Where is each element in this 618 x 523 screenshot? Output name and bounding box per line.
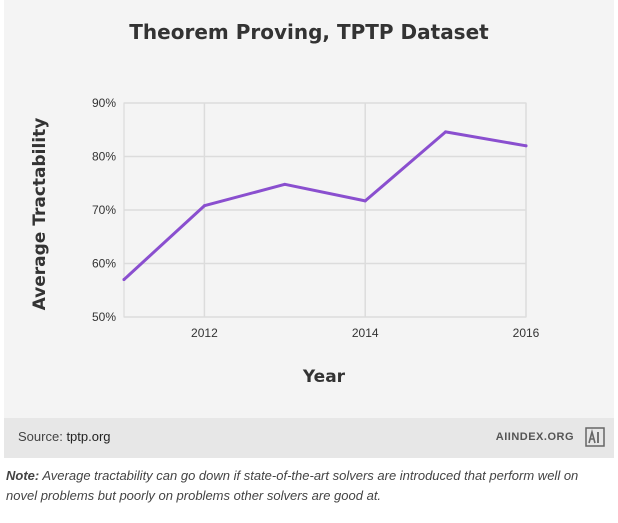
data-point	[122, 278, 126, 282]
source-text: Source: tptp.org	[18, 429, 111, 444]
ai-index-logo-icon[interactable]	[584, 426, 606, 448]
chart-footer: Source: tptp.org AIINDEX.ORG	[4, 418, 614, 458]
series-line	[122, 130, 528, 282]
brand-text[interactable]: AIINDEX.ORG	[495, 431, 574, 443]
y-tick-label: 70%	[92, 203, 116, 217]
x-tick-label: 2012	[191, 326, 218, 340]
note-text: Average tractability can go down if stat…	[6, 468, 579, 503]
chart-grid	[123, 102, 527, 318]
chart-note: Note: Average tractability can go down i…	[6, 466, 610, 506]
x-axis-label: Year	[302, 367, 346, 387]
chart-ticks: 50% 60% 70% 80% 90% 2012 2014 2016	[92, 96, 540, 340]
chart-title: Theorem Proving, TPTP Dataset	[129, 20, 489, 44]
data-point	[444, 130, 448, 134]
data-point	[363, 199, 367, 203]
data-point	[202, 204, 206, 208]
y-tick-label: 80%	[92, 150, 116, 164]
y-tick-label: 60%	[92, 257, 116, 271]
note-label: Note:	[6, 468, 40, 483]
y-axis-label: Average Tractability	[30, 117, 50, 311]
chart-series	[122, 130, 528, 282]
x-tick-label: 2016	[513, 326, 540, 340]
data-point	[283, 182, 287, 186]
line-chart: 50% 60% 70% 80% 90% 2012 2014 2016	[92, 96, 540, 340]
source-link[interactable]: tptp.org	[66, 429, 111, 444]
chart-card: Theorem Proving, TPTP Dataset 50% 60% 70% 8…	[4, 0, 614, 458]
source-label: Source:	[18, 429, 63, 444]
y-tick-label: 90%	[92, 96, 116, 110]
x-tick-label: 2014	[352, 326, 379, 340]
data-point	[524, 144, 528, 148]
y-tick-label: 50%	[92, 310, 116, 324]
